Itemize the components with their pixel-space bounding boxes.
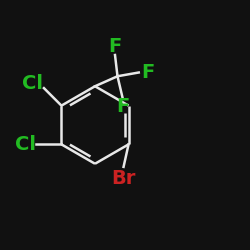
Text: Cl: Cl — [15, 135, 36, 154]
Text: F: F — [116, 97, 129, 116]
Text: F: F — [108, 37, 122, 56]
Text: F: F — [141, 63, 154, 82]
Text: Cl: Cl — [22, 74, 43, 92]
Text: Br: Br — [111, 169, 136, 188]
